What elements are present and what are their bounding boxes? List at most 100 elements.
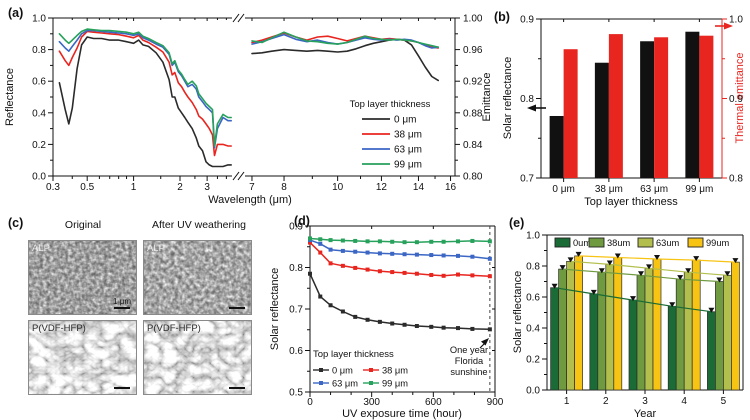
scale-bar [229, 387, 245, 389]
trend-marker [732, 258, 739, 264]
trend-marker [606, 260, 613, 266]
series-99 μm-marker [456, 239, 460, 244]
scale-bar-text: 1 μm [113, 297, 131, 306]
bar-99um-year2 [613, 257, 623, 391]
panel-b-label: (b) [494, 10, 510, 24]
tick-label: 0.84 [463, 140, 483, 151]
legend-label: 0 μm [394, 115, 416, 126]
category-label: 1 [564, 396, 570, 407]
panel-b-xlabel: Top layer thickness [584, 196, 678, 208]
series-0 μm-marker [429, 324, 434, 329]
trend-marker [716, 277, 723, 283]
tick-label: 1.0 [729, 15, 743, 26]
axis-break [232, 171, 240, 181]
series-0 μm-marker [328, 303, 333, 308]
panel-d-annotation-line2: Florida [455, 356, 484, 366]
scale-bar [114, 307, 130, 309]
bar-thermal-emittance [563, 49, 578, 179]
legend-label: 0um [573, 238, 591, 248]
series-38 μm-uv-line [58, 30, 232, 157]
tick-label: 0 [307, 397, 313, 408]
series-99 μm-marker [414, 240, 419, 245]
tick-label: 1 [131, 182, 137, 193]
category-label: 5 [721, 396, 727, 407]
scale-bar [114, 387, 130, 389]
trend-marker [693, 256, 700, 262]
right-axis-arrow-head [724, 22, 733, 30]
series-38 μm-marker [456, 272, 460, 277]
panel-c-label: (c) [8, 216, 24, 230]
series-0 μm-marker [441, 325, 446, 330]
annotation-arrow-head [481, 338, 489, 346]
tick-label: 0.8 [32, 45, 46, 56]
series-99 μm-ir-line [251, 31, 440, 49]
bar-0um-year1 [550, 287, 559, 391]
series-0 μm-marker [456, 326, 460, 331]
tick-label: 0.3 [46, 182, 60, 193]
series-38 μm-marker [390, 270, 395, 275]
trend-marker [677, 275, 684, 281]
tick-label: 0.80 [463, 172, 483, 183]
sem-image-alp-original: ALP 1 μm [28, 240, 137, 315]
bar-38um-year2 [597, 271, 607, 391]
tick-label: 0.88 [463, 108, 483, 119]
series-63 μm-marker [470, 254, 475, 259]
bar-99um-year1 [574, 255, 583, 391]
category-label: 63 μm [640, 184, 668, 195]
series-0 μm-marker [390, 321, 395, 326]
series-0 μm-marker [340, 309, 345, 314]
legend-label: 99 μm [382, 378, 408, 388]
bar-38um-year4 [675, 278, 685, 391]
series-38 μm-marker [441, 273, 446, 278]
bar-0um-year3 [628, 299, 638, 391]
legend-swatch [637, 237, 654, 248]
tick-label: 2 [177, 182, 183, 193]
tick-label: 0.8 [526, 262, 540, 273]
bar-thermal-emittance [654, 37, 669, 178]
tick-label: 0.0 [526, 386, 540, 397]
bar-38um-year1 [558, 268, 567, 391]
legend-marker [369, 381, 373, 385]
series-63 μm-marker [365, 250, 370, 255]
series-63 μm-marker [318, 241, 323, 246]
category-label: 3 [642, 396, 648, 407]
bar-thermal-emittance [699, 35, 714, 178]
series-38 μm-marker [470, 273, 475, 278]
tick-label: 3 [204, 182, 210, 193]
series-63 μm-uv-line [58, 29, 232, 149]
panel-d-annotation-line3: sunshine [450, 367, 487, 377]
panel-c-header-original: Original [64, 219, 102, 231]
tick-label: 0.96 [463, 45, 483, 56]
legend-swatch [554, 237, 571, 248]
series-38 μm-marker [340, 263, 345, 268]
tick-label: 0.8 [729, 174, 743, 185]
series-0 μm-marker [487, 327, 492, 332]
panel-e-xlabel: Year [634, 408, 657, 420]
series-38 μm-marker [377, 269, 382, 274]
panel-a-ylabel-left: Reflectance [4, 68, 16, 126]
tick-label: 0.5 [289, 388, 303, 399]
series-63 μm-marker [340, 248, 345, 253]
trend-marker [598, 268, 605, 274]
tick-label: 900 [487, 397, 504, 408]
tick-label: 0.9 [289, 222, 303, 233]
panel-e-label: (e) [509, 216, 525, 230]
series-38 μm-marker [414, 271, 419, 276]
series-0 μm-uv-line [58, 36, 232, 168]
series-99 μm-marker [390, 239, 395, 244]
sem-label-alp-original: ALP [32, 243, 50, 254]
trend-marker [551, 283, 558, 289]
series-99 μm-marker [328, 238, 333, 243]
legend-label: 38 μm [394, 130, 422, 141]
tick-label: 0.6 [289, 346, 303, 357]
bar-solar-reflectance [685, 31, 700, 178]
bar-63um-year3 [644, 267, 654, 391]
legend-label: 63um [656, 238, 680, 248]
series-99 μm-marker [318, 237, 323, 242]
bar-99um-year3 [652, 258, 662, 391]
series-99 μm-marker [429, 239, 434, 244]
bar-63um-year4 [683, 271, 693, 391]
bar-0um-year5 [707, 311, 716, 391]
trend-marker [575, 251, 582, 257]
